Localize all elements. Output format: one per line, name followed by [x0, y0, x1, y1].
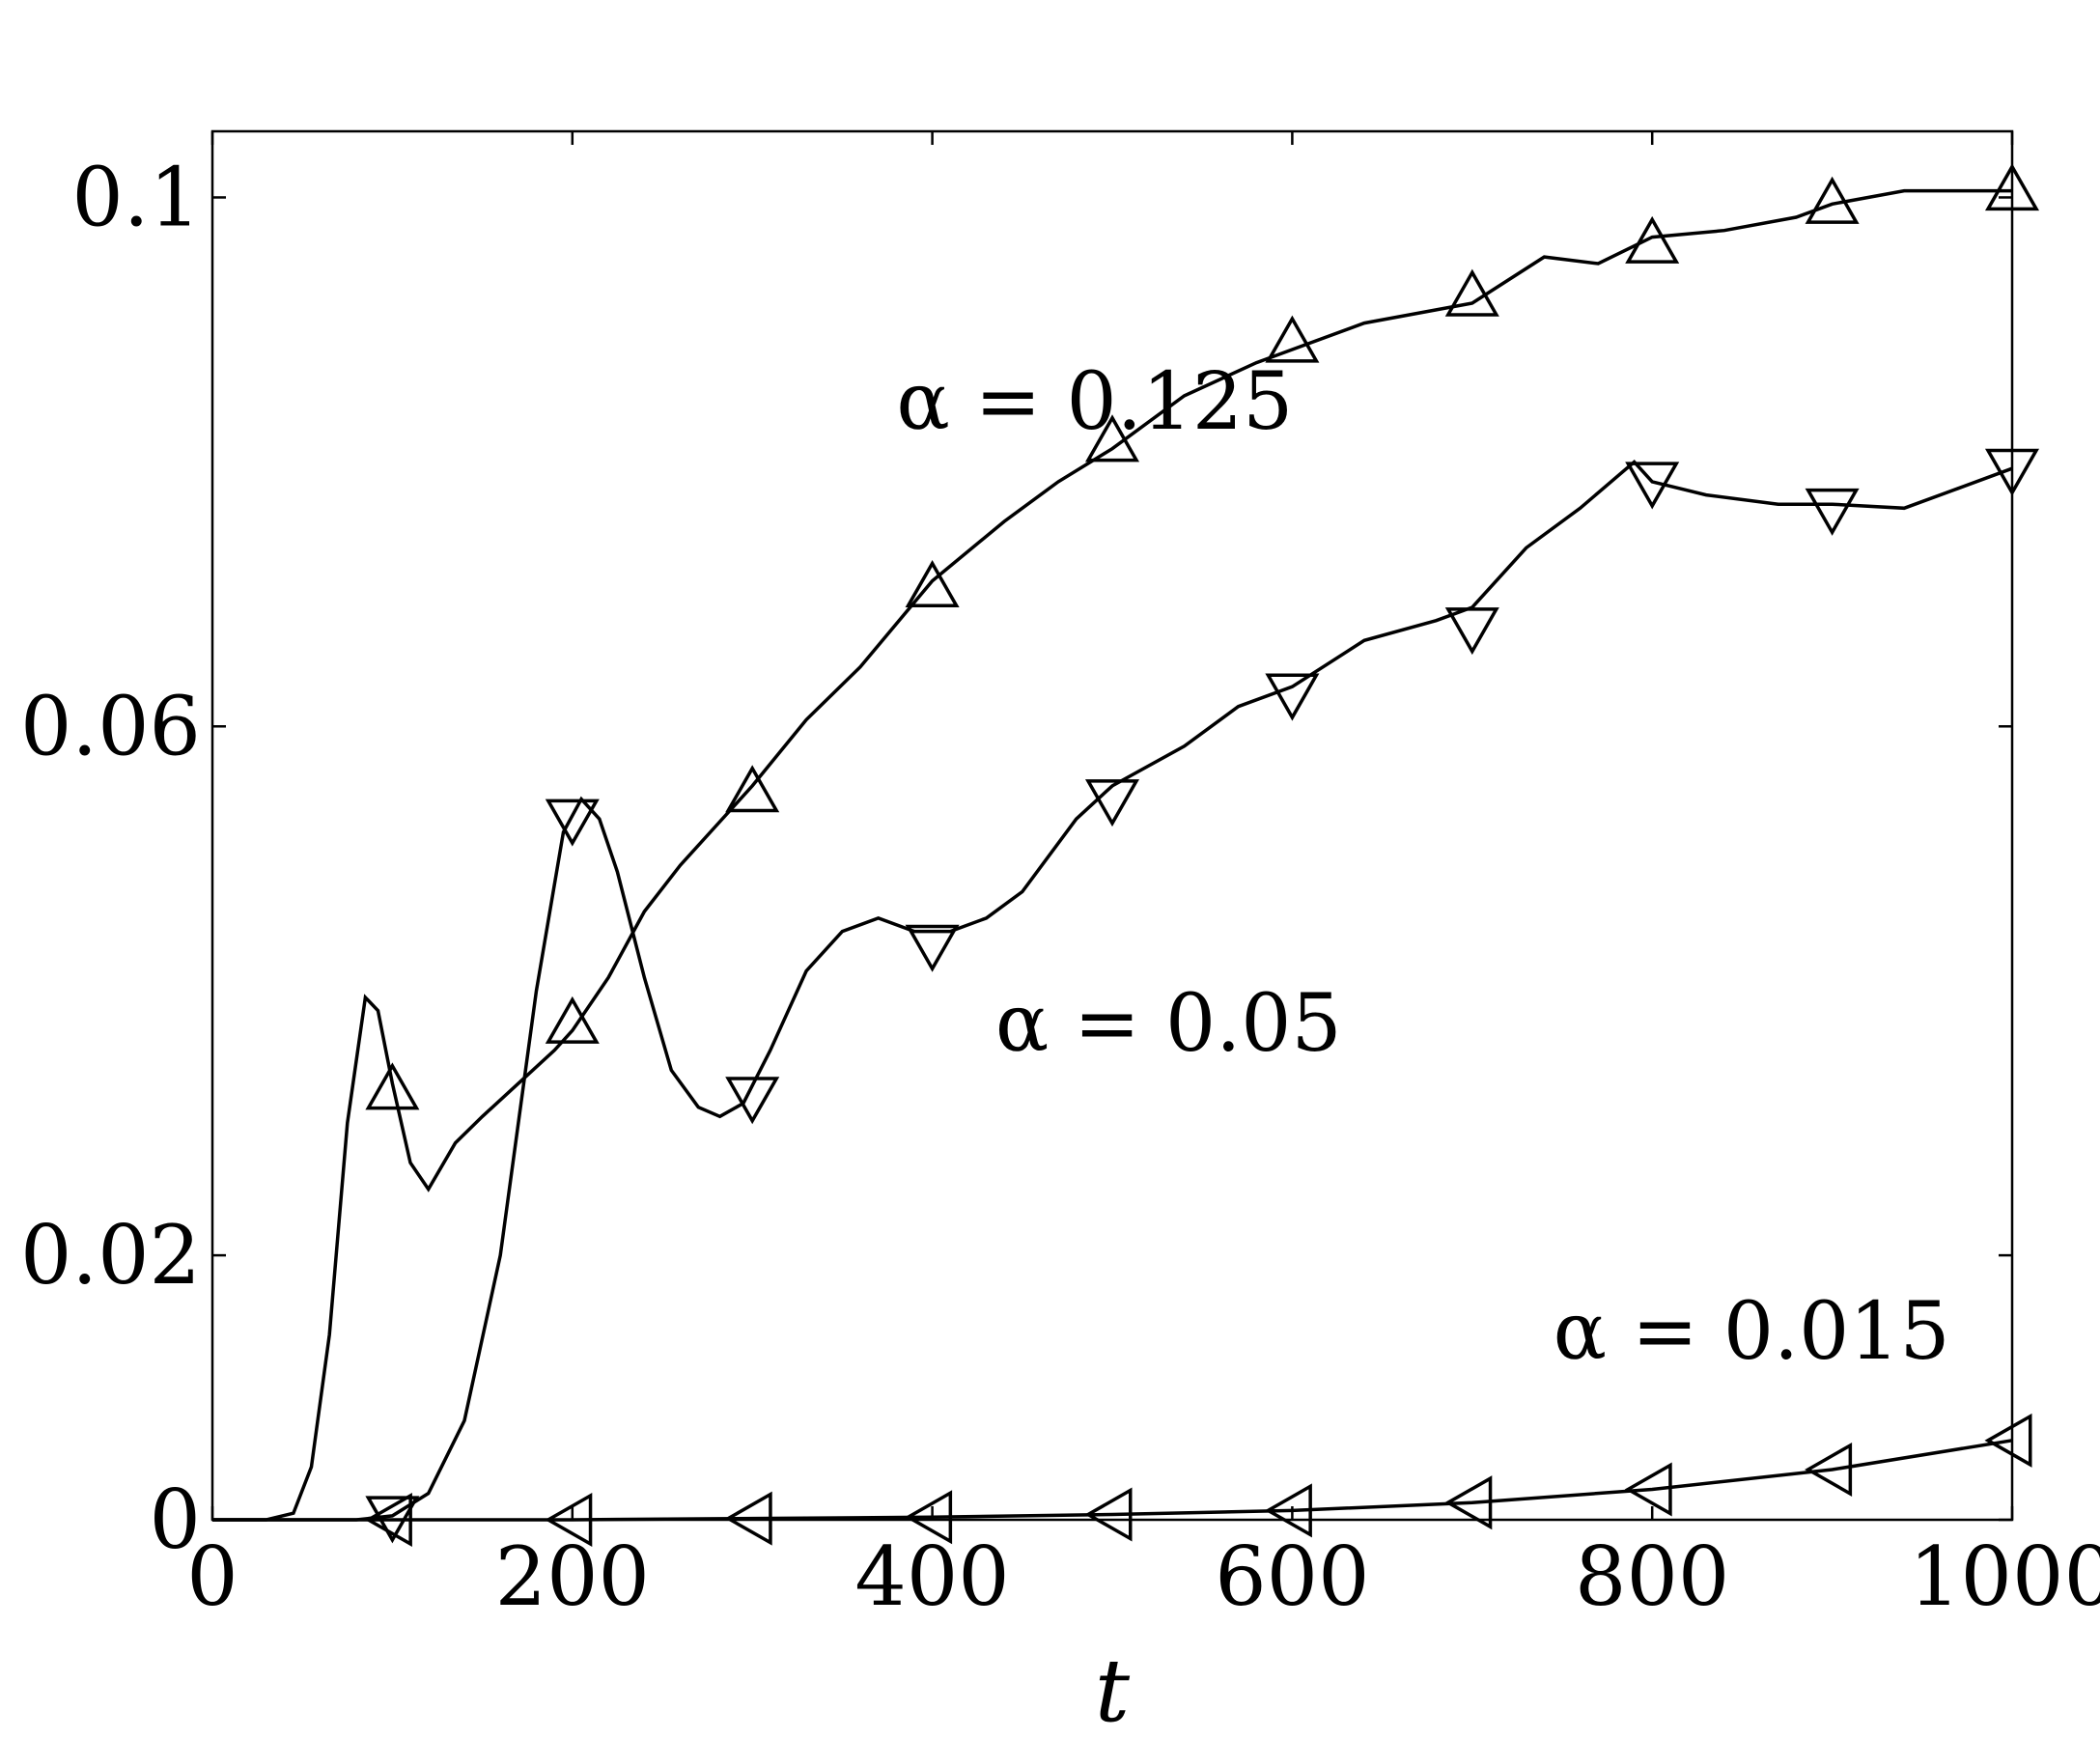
series-line-0	[212, 188, 2012, 1522]
series-marker-0	[365, 1062, 420, 1110]
series-marker-0	[1984, 163, 2040, 211]
series-marker-1	[1805, 488, 1860, 536]
y-tick-label: 0	[150, 1472, 201, 1567]
y-tick-label: 0.1	[71, 150, 201, 244]
series-marker-0	[1805, 176, 1860, 224]
series-markers	[364, 163, 2040, 1548]
y-tick-label: 0.06	[20, 679, 201, 773]
series-marker-1	[1444, 607, 1499, 656]
series-marker-1	[545, 799, 600, 847]
x-tick-label: 0	[186, 1529, 238, 1624]
series-marker-2	[1984, 1413, 2032, 1468]
series-annotations: α = 0.125 α = 0.05 α = 0.015	[896, 356, 1949, 1378]
series-marker-1	[365, 1496, 420, 1544]
x-axis-label: t	[1095, 1640, 1131, 1738]
series-marker-2	[724, 1491, 772, 1546]
series-marker-2	[364, 1492, 412, 1548]
series-line-2	[212, 1439, 2013, 1522]
x-tick-label: 200	[495, 1529, 650, 1624]
x-tick-label: 1000	[1909, 1529, 2100, 1624]
series-marker-1	[725, 1077, 780, 1125]
plot-frame	[210, 129, 2014, 1522]
series-annotation: α = 0.015	[1554, 1286, 1950, 1378]
series-marker-0	[1084, 414, 1140, 463]
series-marker-0	[905, 559, 960, 607]
series-marker-1	[1084, 779, 1140, 827]
series-marker-1	[905, 924, 960, 972]
series-marker-0	[725, 765, 780, 813]
series-annotation: α = 0.05	[995, 978, 1342, 1070]
series-marker-2	[1805, 1442, 1853, 1497]
series-marker-1	[1984, 448, 2040, 496]
series-marker-1	[1265, 673, 1320, 721]
series-marker-1	[1625, 462, 1680, 510]
series-marker-0	[1625, 215, 1680, 264]
series-marker-2	[905, 1490, 953, 1545]
tick-labels: 0 200 400 600 800 1000 0 0.02 0.06 0.1	[20, 150, 2100, 1624]
series-marker-2	[1624, 1462, 1672, 1517]
series-marker-2	[1084, 1487, 1133, 1542]
x-tick-label: 600	[1215, 1529, 1369, 1624]
series-marker-0	[545, 995, 600, 1044]
x-tick-label: 800	[1575, 1529, 1729, 1624]
x-tick-label: 400	[854, 1529, 1009, 1624]
series-marker-0	[1444, 268, 1499, 317]
y-tick-label: 0.02	[20, 1208, 201, 1303]
series-marker-2	[545, 1492, 593, 1548]
series-annotation: α = 0.125	[896, 356, 1293, 448]
series-marker-0	[1265, 315, 1320, 363]
series-marker-2	[1264, 1483, 1312, 1538]
series-marker-2	[1444, 1475, 1493, 1530]
